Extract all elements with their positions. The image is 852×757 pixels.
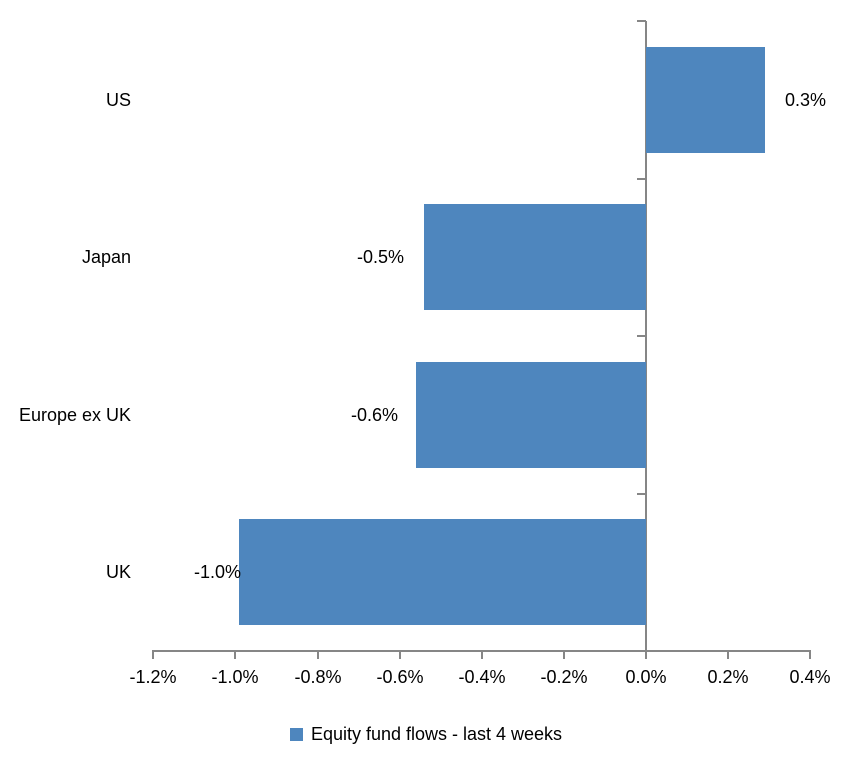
category-label-us: US [105, 90, 131, 110]
x-axis-tick [563, 652, 565, 659]
x-axis-tick [809, 652, 811, 659]
bar-europe-ex-uk [416, 362, 646, 468]
x-axis-tick-label: -0.8% [294, 667, 342, 687]
bar-uk [239, 519, 646, 625]
bar-japan [424, 204, 646, 310]
legend-swatch-icon [289, 727, 303, 741]
x-axis-tick [317, 652, 319, 659]
x-axis-tick-label: 0.0% [625, 667, 667, 687]
x-axis-tick-label: -1.2% [129, 667, 177, 687]
legend: Equity fund flows - last 4 weeks [0, 723, 852, 745]
data-label-japan: -0.5% [356, 247, 404, 267]
x-axis-tick [481, 652, 483, 659]
x-axis-tick-label: -0.6% [376, 667, 424, 687]
y-axis-tick [637, 20, 646, 22]
bar-us [646, 47, 765, 153]
y-axis-tick [637, 650, 646, 652]
x-axis-tick-label: 0.4% [789, 667, 831, 687]
data-label-us: 0.3% [785, 90, 827, 110]
y-axis-tick [637, 335, 646, 337]
category-label-uk: UK [105, 562, 131, 582]
x-axis-tick [399, 652, 401, 659]
category-label-europe-ex-uk: Europe ex UK [18, 405, 131, 425]
data-label-uk: -1.0% [193, 562, 241, 582]
x-axis-tick-label: -0.4% [458, 667, 506, 687]
legend-label: Equity fund flows - last 4 weeks [310, 724, 563, 744]
x-axis-tick-label: -1.0% [211, 667, 259, 687]
y-axis-line [645, 21, 647, 659]
x-axis-tick [152, 652, 154, 659]
y-axis-tick [637, 493, 646, 495]
y-axis-tick [637, 178, 646, 180]
category-label-japan: Japan [81, 247, 131, 267]
x-axis-tick [727, 652, 729, 659]
x-axis-line [152, 650, 811, 652]
data-label-europe-ex-uk: -0.6% [350, 405, 398, 425]
x-axis-tick-label: -0.2% [540, 667, 588, 687]
x-axis-tick [234, 652, 236, 659]
x-axis-tick-label: 0.2% [707, 667, 749, 687]
